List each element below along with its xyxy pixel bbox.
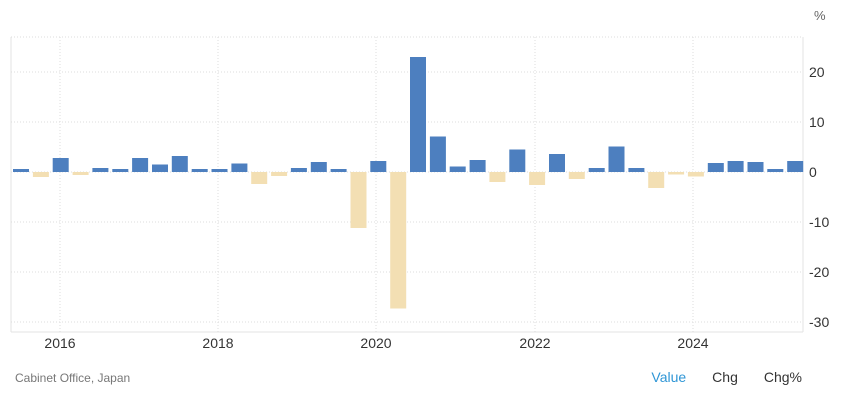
bar-q1-2023[interactable] [608, 146, 625, 173]
bar-q3-2018[interactable] [251, 172, 268, 184]
y-tick-label: 10 [809, 114, 825, 130]
bar-q1-2017[interactable] [132, 158, 149, 172]
x-tick-label: 2016 [44, 335, 75, 351]
bar-q3-2022[interactable] [568, 172, 585, 179]
bar-q3-2020[interactable] [410, 57, 426, 172]
y-tick-label: -20 [809, 264, 829, 280]
bar-q1-2020[interactable] [370, 161, 387, 172]
bar-q2-2017[interactable] [152, 164, 168, 173]
x-tick-label: 2022 [519, 335, 550, 351]
bar-q1-2025[interactable] [767, 169, 784, 172]
value-mode-tabs: Value Chg Chg% [651, 369, 802, 385]
bar-q4-2018[interactable] [271, 172, 288, 176]
bar-q1-2016[interactable] [52, 158, 69, 172]
bar-q3-2016[interactable] [92, 168, 109, 172]
bar-q4-2015[interactable] [32, 172, 49, 177]
bar-q4-2016[interactable] [112, 169, 129, 172]
bar-q2-2024[interactable] [707, 163, 724, 172]
bar-q2-2023[interactable] [628, 168, 645, 172]
bar-q3-2021[interactable] [489, 172, 506, 182]
bar-q2-2022[interactable] [549, 154, 565, 172]
y-tick-label: -10 [809, 214, 829, 230]
bar-q4-2023[interactable] [668, 172, 685, 175]
chart-bars [13, 57, 804, 309]
bar-q4-2017[interactable] [191, 169, 208, 172]
bar-q3-2015[interactable] [13, 169, 29, 172]
bar-q3-2019[interactable] [330, 169, 347, 172]
chart-axes: 20 10 0 -10 -20 -30 2016 2018 2020 2022 2024 [44, 64, 829, 351]
bar-q3-2024[interactable] [727, 161, 744, 172]
x-tick-label: 2018 [202, 335, 233, 351]
bar-q1-2021[interactable] [449, 166, 466, 173]
bar-q1-2024[interactable] [687, 172, 704, 177]
bar-q2-2020[interactable] [390, 172, 407, 309]
bar-q2-2018[interactable] [231, 163, 248, 173]
bar-q4-2020[interactable] [429, 136, 446, 173]
bar-q1-2022[interactable] [529, 172, 546, 185]
bar-chart: 20 10 0 -10 -20 -30 2016 2018 2020 2022 2024 % [10, 8, 829, 351]
bar-q3-2023[interactable] [648, 172, 665, 188]
bar-q2-2016[interactable] [72, 172, 89, 175]
bar-q4-2019[interactable] [350, 172, 367, 228]
bar-q4-2022[interactable] [588, 168, 605, 172]
x-tick-label: 2024 [677, 335, 708, 351]
bar-q2-2019[interactable] [310, 162, 327, 172]
bar-q1-2018[interactable] [211, 169, 228, 172]
bar-q1-2019[interactable] [290, 168, 307, 172]
bar-q2-2025[interactable] [787, 161, 804, 172]
tab-value[interactable]: Value [651, 369, 687, 385]
y-tick-label: -30 [809, 314, 829, 330]
y-axis-unit-label: % [814, 8, 826, 23]
tab-chg[interactable]: Chg [712, 369, 738, 385]
chart-grid [10, 36, 804, 333]
data-source-label: Cabinet Office, Japan [15, 371, 131, 385]
y-tick-label: 0 [809, 164, 817, 180]
y-tick-label: 20 [809, 64, 825, 80]
bar-q4-2021[interactable] [509, 149, 526, 173]
x-tick-label: 2020 [360, 335, 391, 351]
bar-q3-2017[interactable] [171, 156, 188, 172]
bar-q2-2021[interactable] [469, 160, 486, 172]
tab-chg-percent[interactable]: Chg% [763, 369, 802, 385]
bar-q4-2024[interactable] [747, 162, 764, 172]
